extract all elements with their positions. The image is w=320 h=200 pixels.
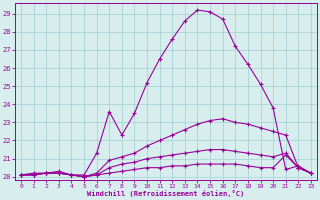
X-axis label: Windchill (Refroidissement éolien,°C): Windchill (Refroidissement éolien,°C) bbox=[87, 190, 244, 197]
